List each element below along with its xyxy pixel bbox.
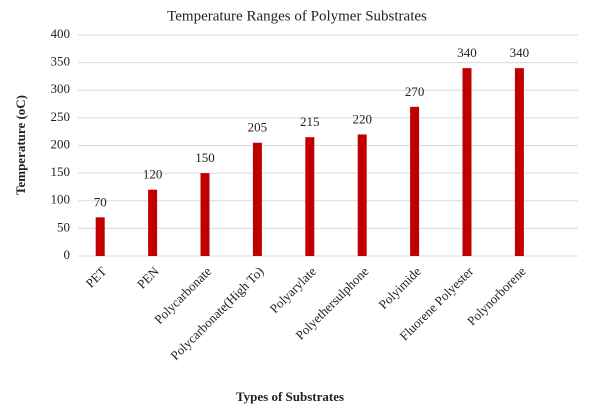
bar [148,189,158,256]
bar [200,173,210,256]
bar [95,217,105,256]
y-tick-label: 250 [51,109,71,124]
y-tick-label: 150 [51,164,71,179]
x-tick-label: Polyarylate [267,263,320,316]
bar [305,137,315,256]
data-label: 150 [195,150,215,165]
y-tick-label: 300 [51,81,71,96]
bar [410,106,420,256]
bar [514,68,524,257]
data-label: 70 [94,194,107,209]
data-label: 120 [143,167,163,182]
data-label: 340 [457,45,477,60]
x-tick-label: Polycarbonate(High To) [167,264,266,363]
x-axis-label: Types of Substrates [236,389,344,404]
y-axis-label: Temperature (oC) [13,95,28,195]
data-label: 220 [352,111,372,126]
bar [357,134,367,256]
y-tick-label: 200 [51,136,71,151]
data-label: 205 [248,120,268,135]
y-tick-label: 0 [64,247,71,262]
y-tick-label: 400 [51,26,71,41]
x-tick-label: Polyimide [375,263,424,312]
y-tick-label: 100 [51,192,71,207]
data-label: 215 [300,114,320,129]
x-tick-label: PEN [134,263,162,291]
bar [462,68,472,257]
y-tick-label: 50 [57,219,70,234]
data-label: 270 [405,84,425,99]
y-tick-label: 350 [51,54,71,69]
data-label: 340 [510,45,530,60]
chart-title: Temperature Ranges of Polymer Substrates [167,8,427,24]
bar [252,142,262,256]
x-tick-label: PET [82,264,109,291]
